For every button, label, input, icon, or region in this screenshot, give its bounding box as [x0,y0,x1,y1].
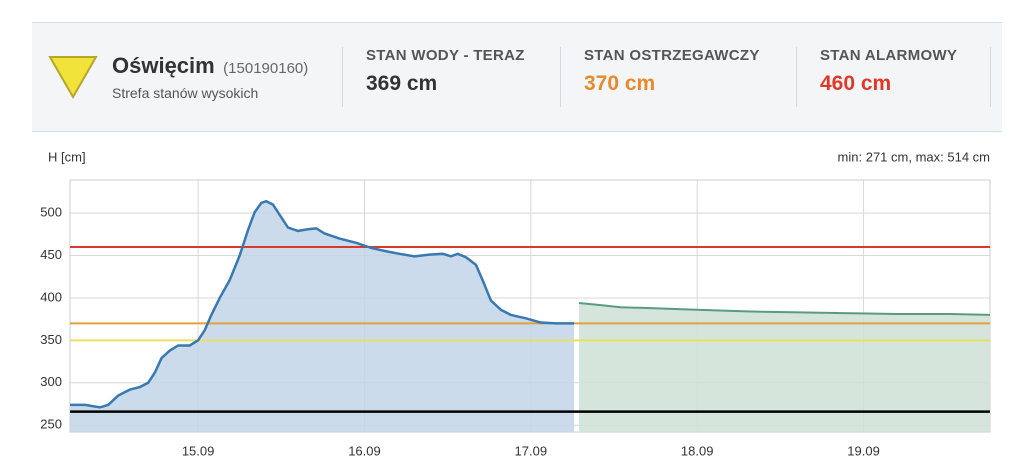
stat: STAN WODY - TERAZ 369 cm [366,47,525,96]
y-tick-label: 400 [40,289,62,304]
chart: H [cm] min: 271 cm, max: 514 cm 250 300 35… [40,149,991,458]
y-tick-label: 500 [40,205,62,220]
y-axis-label: H [cm] [48,149,86,164]
station-id: (150190160) [223,60,309,77]
x-tick-label: 17.09 [515,443,548,458]
separator [796,47,797,107]
stat: STAN OSTRZEGAWCZY 370 cm [584,47,760,96]
stat-label: STAN WODY - TERAZ [366,47,525,64]
separator [342,47,343,107]
x-tick-label: 19.09 [847,443,880,458]
zone: Strefa stanów wysokich [112,85,259,101]
header: Oświęcim (150190160) Strefa stanów wysok… [32,22,1002,132]
warning-icon [48,56,98,99]
stat: STAN ALARMOWY 460 cm [820,47,957,96]
y-tick-label: 250 [40,417,62,432]
y-tick-label: 300 [40,374,62,389]
annotation: min: 271 cm, max: 514 cm [838,149,990,164]
x-tick-label: 16.09 [348,443,381,458]
stat-value: 369 cm [366,72,438,95]
station-name: Oświęcim [112,53,215,78]
stat-label: STAN ALARMOWY [820,47,958,64]
x-tick-label: 18.09 [681,443,714,458]
stat-value: 460 cm [820,72,892,95]
separator [990,47,991,107]
stat-label: STAN OSTRZEGAWCZY [584,47,760,64]
station: Oświęcim (150190160) Strefa stanów wysok… [112,53,308,101]
separator [560,47,561,107]
line [70,199,575,409]
area [579,303,990,432]
x-tick-label: 15.09 [182,443,215,458]
y-tick-label: 450 [40,247,62,262]
y-tick-label: 350 [40,332,62,347]
line [578,302,991,316]
stat-value: 370 cm [584,72,656,95]
area [70,201,575,432]
